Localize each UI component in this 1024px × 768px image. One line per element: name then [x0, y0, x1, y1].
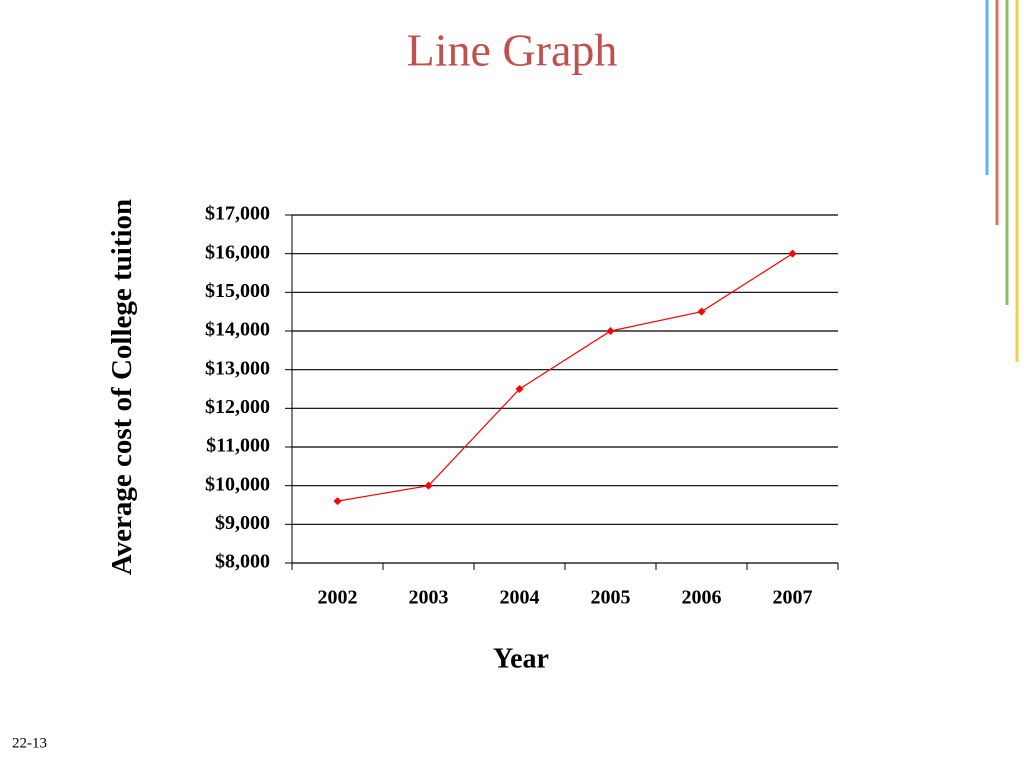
x-axis-title: Year [493, 643, 549, 674]
y-axis-title: Average cost of College tuition [106, 198, 138, 576]
y-tick-label: $13,000 [205, 357, 270, 379]
x-tick-label: 2005 [591, 587, 631, 609]
marker [606, 327, 615, 335]
page-number: 22-13 [12, 735, 47, 751]
x-tick-label: 2007 [773, 587, 813, 609]
marker [333, 497, 342, 506]
marker [697, 307, 706, 316]
x-tick-label: 2002 [318, 587, 358, 609]
marker [788, 249, 797, 258]
chart-title: Line Graph [407, 25, 618, 76]
y-tick-label: $12,000 [205, 396, 270, 418]
y-tick-label: $15,000 [205, 280, 270, 302]
y-tick-label: $9,000 [215, 512, 270, 534]
marker [424, 481, 433, 490]
y-tick-label: $16,000 [205, 241, 270, 263]
y-tick-label: $17,000 [205, 203, 270, 225]
y-tick-label: $10,000 [205, 473, 270, 495]
y-tick-label: $11,000 [206, 435, 270, 457]
x-tick-label: 2003 [409, 587, 449, 609]
line [337, 253, 793, 502]
x-tick-label: 2006 [682, 587, 722, 609]
y-tick-label: $14,000 [205, 319, 270, 341]
y-tick-label: $8,000 [215, 551, 270, 573]
x-tick-label: 2004 [500, 587, 540, 609]
marker [515, 385, 524, 393]
